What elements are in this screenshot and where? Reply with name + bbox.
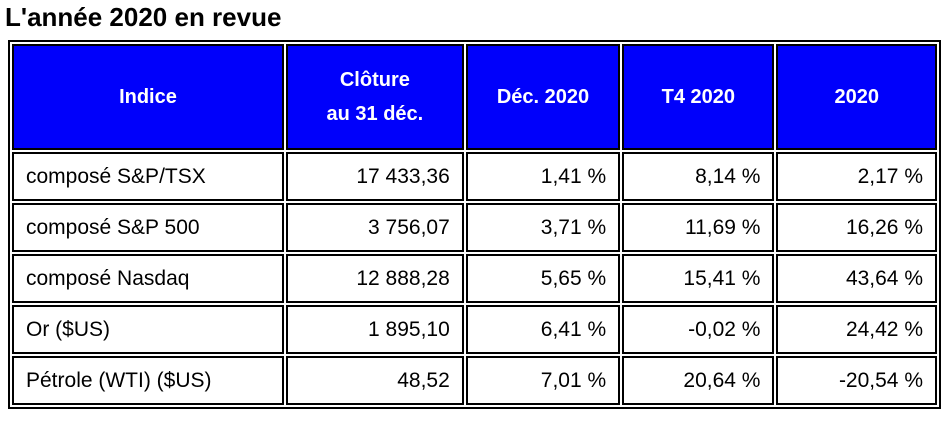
col-header-cloture: Clôture au 31 déc. [285, 44, 464, 150]
cell-2020: 2,17 % [776, 152, 937, 201]
cell-t4-2020: 8,14 % [622, 152, 775, 201]
table-row: Or ($US) 1 895,10 6,41 % -0,02 % 24,42 % [12, 305, 937, 354]
col-header-2020: 2020 [776, 44, 937, 150]
cell-2020: 16,26 % [776, 203, 937, 252]
cell-cloture: 3 756,07 [285, 203, 464, 252]
col-header-dec-2020: Déc. 2020 [465, 44, 621, 150]
table-row: Pétrole (WTI) ($US) 48,52 7,01 % 20,64 %… [12, 356, 937, 405]
cell-indice: composé Nasdaq [12, 254, 284, 303]
cell-dec-2020: 3,71 % [465, 203, 621, 252]
cell-indice: composé S&P 500 [12, 203, 284, 252]
cell-dec-2020: 7,01 % [465, 356, 621, 405]
cell-t4-2020: 11,69 % [622, 203, 775, 252]
cell-cloture: 48,52 [285, 356, 464, 405]
table-row: composé S&P 500 3 756,07 3,71 % 11,69 % … [12, 203, 937, 252]
cell-t4-2020: 15,41 % [622, 254, 775, 303]
col-header-t4-2020: T4 2020 [622, 44, 775, 150]
cell-dec-2020: 5,65 % [465, 254, 621, 303]
table-row: composé Nasdaq 12 888,28 5,65 % 15,41 % … [12, 254, 937, 303]
cell-indice: composé S&P/TSX [12, 152, 284, 201]
cell-2020: 24,42 % [776, 305, 937, 354]
cell-dec-2020: 1,41 % [465, 152, 621, 201]
cell-cloture: 17 433,36 [285, 152, 464, 201]
table-row: composé S&P/TSX 17 433,36 1,41 % 8,14 % … [12, 152, 937, 201]
cell-indice: Pétrole (WTI) ($US) [12, 356, 284, 405]
cell-2020: 43,64 % [776, 254, 937, 303]
cell-t4-2020: -0,02 % [622, 305, 775, 354]
cell-dec-2020: 6,41 % [465, 305, 621, 354]
cell-t4-2020: 20,64 % [622, 356, 775, 405]
cell-cloture: 12 888,28 [285, 254, 464, 303]
cell-2020: -20,54 % [776, 356, 937, 405]
cell-cloture: 1 895,10 [285, 305, 464, 354]
col-header-indice: Indice [12, 44, 284, 150]
review-table: Indice Clôture au 31 déc. Déc. 2020 T4 2… [8, 40, 941, 409]
cell-indice: Or ($US) [12, 305, 284, 354]
page-title: L'année 2020 en revue [5, 2, 282, 32]
header-row: Indice Clôture au 31 déc. Déc. 2020 T4 2… [12, 44, 937, 150]
